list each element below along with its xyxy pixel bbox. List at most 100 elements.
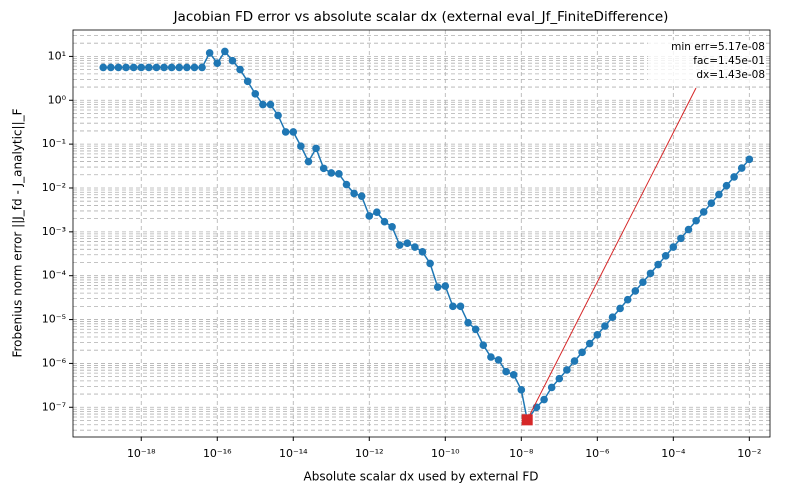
point xyxy=(623,295,632,304)
point xyxy=(471,325,480,334)
x-tick-label: 10⁻¹⁶ xyxy=(203,447,232,460)
x-tick-label: 10⁻¹⁸ xyxy=(127,447,156,460)
y-tick-label: 10⁰ xyxy=(48,93,67,106)
point xyxy=(654,260,662,269)
point xyxy=(395,241,404,249)
point xyxy=(494,356,503,364)
annotation-box xyxy=(648,40,766,85)
point xyxy=(122,63,130,72)
point xyxy=(411,243,419,251)
point xyxy=(449,302,457,311)
point xyxy=(684,225,693,234)
point xyxy=(418,248,427,256)
point xyxy=(388,223,396,231)
point xyxy=(213,59,222,67)
point xyxy=(639,278,647,287)
point xyxy=(304,157,313,166)
point xyxy=(502,367,510,376)
point xyxy=(342,180,351,189)
point xyxy=(259,100,267,109)
y-tick-label: 10⁻² xyxy=(42,181,66,194)
x-tick-label: 10⁻⁸ xyxy=(509,447,534,460)
point xyxy=(669,243,678,251)
point xyxy=(137,63,146,72)
y-axis-label: Frobenius norm error ||J_fd - J_analytic… xyxy=(11,108,25,357)
point xyxy=(456,302,465,311)
annotation-text: fac=1.45e-01 xyxy=(693,55,765,67)
point xyxy=(578,348,586,357)
point xyxy=(297,142,305,150)
point xyxy=(152,63,161,72)
x-axis-label: Absolute scalar dx used by external FD xyxy=(304,470,539,484)
point xyxy=(129,63,138,72)
point xyxy=(281,128,290,136)
plot-frame xyxy=(72,29,771,438)
point xyxy=(464,318,472,327)
point xyxy=(274,111,282,120)
point xyxy=(183,63,191,72)
point xyxy=(677,234,685,243)
point xyxy=(327,169,336,177)
point xyxy=(593,330,602,339)
point xyxy=(266,100,275,109)
point xyxy=(289,128,298,136)
x-tick-label: 10⁻⁶ xyxy=(585,447,610,460)
point xyxy=(707,199,716,207)
point xyxy=(692,216,700,225)
x-tick-label: 10⁻¹² xyxy=(355,447,384,460)
point xyxy=(350,189,358,198)
x-tick-label: 10⁻¹⁴ xyxy=(279,447,308,460)
point xyxy=(205,49,214,57)
point xyxy=(585,339,594,348)
point xyxy=(319,164,328,173)
point xyxy=(608,313,617,322)
point xyxy=(236,65,244,74)
point xyxy=(198,63,206,72)
y-tick-label: 10⁻⁷ xyxy=(42,400,66,413)
point xyxy=(145,63,153,72)
point xyxy=(107,63,115,72)
point xyxy=(160,63,168,72)
point xyxy=(114,63,123,72)
point xyxy=(570,357,579,365)
point xyxy=(243,77,252,86)
point xyxy=(403,239,412,248)
point xyxy=(547,383,556,392)
x-tick-label: 10⁻¹⁰ xyxy=(431,447,460,460)
point xyxy=(373,208,381,217)
point xyxy=(479,341,488,350)
y-tick-label: 10⁻⁶ xyxy=(42,356,67,369)
point xyxy=(312,144,320,153)
y-tick-label: 10⁻¹ xyxy=(42,137,66,150)
point xyxy=(661,252,670,260)
point xyxy=(228,56,237,65)
point xyxy=(251,90,260,98)
point xyxy=(509,371,518,379)
x-tick-label: 10⁻⁴ xyxy=(661,447,686,460)
annotation-text: dx=1.43e-08 xyxy=(696,69,765,81)
point xyxy=(190,63,199,72)
point xyxy=(646,269,655,278)
point xyxy=(715,190,723,199)
point xyxy=(365,212,374,220)
point xyxy=(357,192,366,200)
point xyxy=(555,374,564,383)
point xyxy=(167,63,176,72)
point xyxy=(730,173,738,181)
x-tick-label: 10⁻² xyxy=(737,447,761,460)
point xyxy=(175,63,184,72)
point xyxy=(616,304,624,313)
y-tick-label: 10⁻⁴ xyxy=(42,269,67,282)
point xyxy=(221,47,229,56)
point xyxy=(631,287,640,295)
point xyxy=(441,282,450,290)
point xyxy=(699,208,708,216)
point xyxy=(722,181,731,190)
point xyxy=(487,353,495,361)
point xyxy=(540,395,548,404)
point xyxy=(433,283,442,291)
annotation-text: min err=5.17e-08 xyxy=(671,41,765,53)
y-tick-label: 10⁻⁵ xyxy=(42,313,66,326)
point xyxy=(737,164,746,172)
y-tick-label: 10¹ xyxy=(48,49,66,62)
